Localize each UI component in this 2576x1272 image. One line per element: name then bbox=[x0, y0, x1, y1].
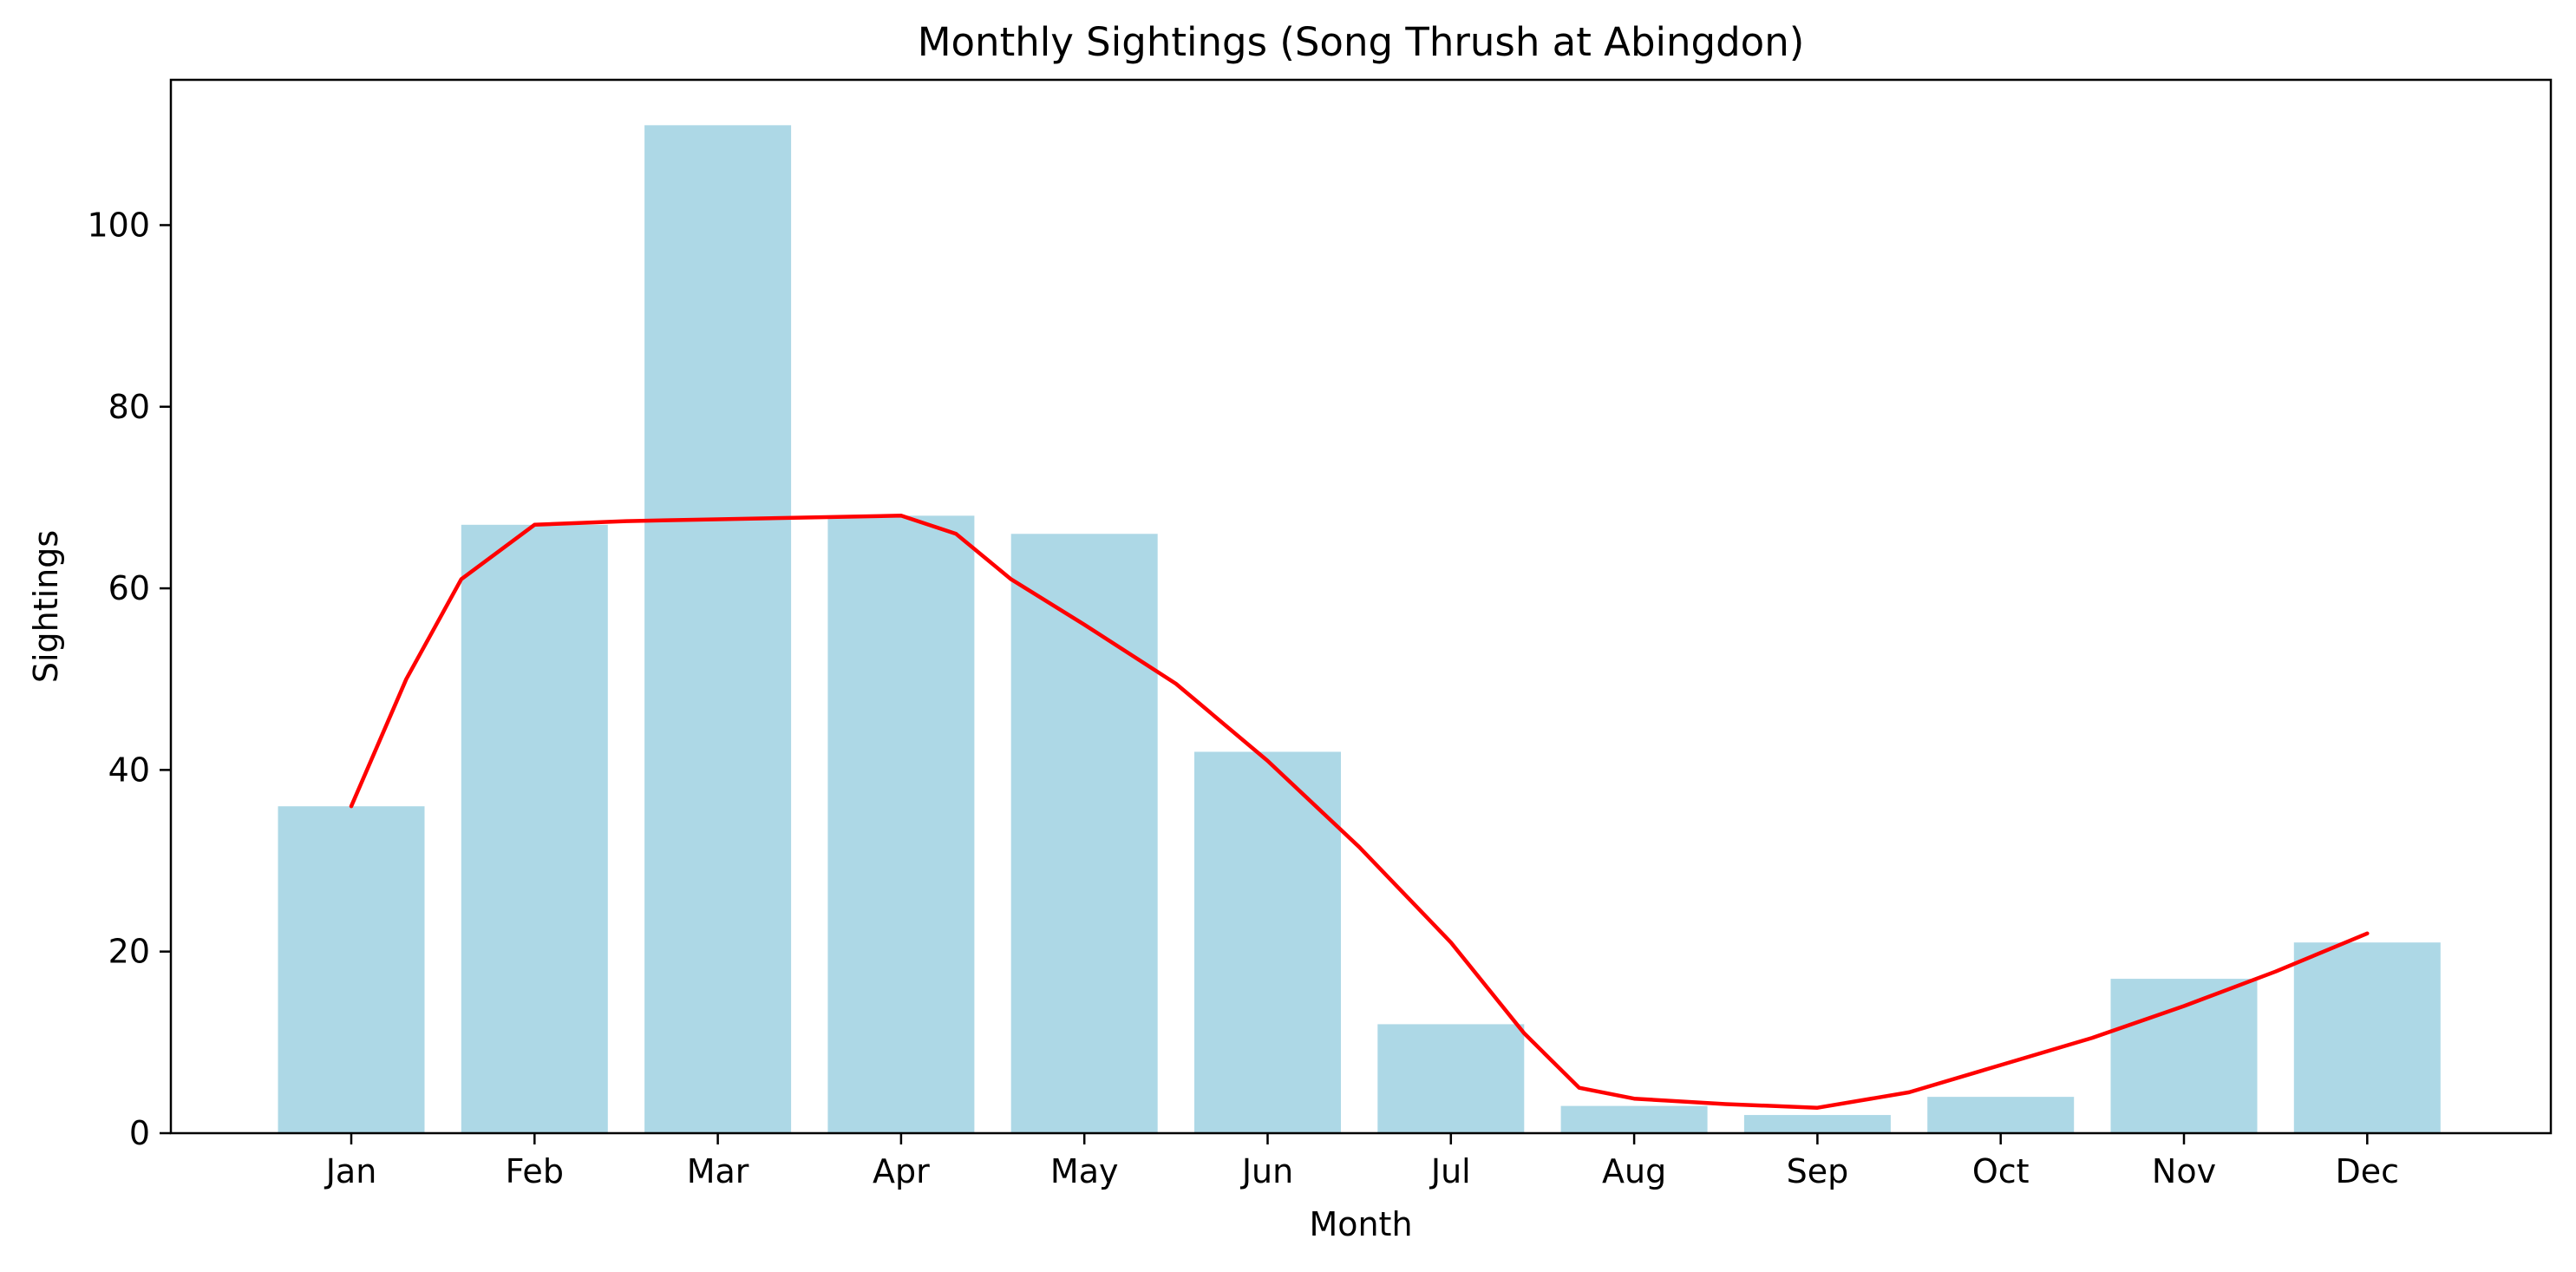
y-tick-label: 60 bbox=[108, 569, 150, 607]
x-tick-label: Nov bbox=[2152, 1152, 2216, 1190]
bar-mar bbox=[644, 125, 792, 1133]
y-axis: 0 20 40 60 80 100 bbox=[87, 206, 171, 1152]
bar-sep bbox=[1743, 1115, 1891, 1133]
y-tick-label: 20 bbox=[108, 933, 150, 971]
plot-frame bbox=[169, 78, 2553, 1135]
x-axis-title: Month bbox=[1309, 1205, 1412, 1243]
bar-oct bbox=[1927, 1097, 2075, 1133]
y-tick-label: 100 bbox=[87, 206, 150, 244]
y-tick-label: 80 bbox=[108, 388, 150, 426]
x-tick-label: Jun bbox=[1240, 1152, 1293, 1190]
x-tick-label: Sep bbox=[1787, 1152, 1849, 1190]
bar-aug bbox=[1560, 1105, 1708, 1133]
bar-dec bbox=[2293, 942, 2441, 1133]
x-axis: Jan Feb Mar Apr May Jun Jul Aug Sep Oct Nov Dec bbox=[324, 1133, 2399, 1190]
x-tick-label: Apr bbox=[873, 1152, 930, 1190]
y-tick-label: 0 bbox=[129, 1114, 150, 1152]
x-tick-label: Jul bbox=[1429, 1152, 1471, 1190]
x-tick-label: Aug bbox=[1602, 1152, 1666, 1190]
x-tick-label: May bbox=[1050, 1152, 1119, 1190]
y-tick-label: 40 bbox=[108, 751, 150, 789]
y-axis-title: Sightings bbox=[27, 530, 65, 683]
x-tick-label: Dec bbox=[2336, 1152, 2400, 1190]
bar-may bbox=[1010, 534, 1158, 1133]
x-tick-label: Mar bbox=[687, 1152, 749, 1190]
bar-jun bbox=[1194, 751, 1341, 1133]
chart-title: Monthly Sightings (Song Thrush at Abingd… bbox=[918, 19, 1805, 65]
bar-apr bbox=[827, 515, 975, 1133]
bars bbox=[278, 125, 2441, 1133]
bar-jan bbox=[278, 806, 425, 1133]
trend-line bbox=[349, 514, 2370, 1110]
x-tick-label: Feb bbox=[506, 1152, 564, 1190]
x-tick-label: Jan bbox=[324, 1152, 377, 1190]
bar-nov bbox=[2110, 979, 2258, 1133]
x-tick-label: Oct bbox=[1972, 1152, 2030, 1190]
bar-feb bbox=[461, 524, 608, 1133]
bar-jul bbox=[1377, 1024, 1525, 1133]
